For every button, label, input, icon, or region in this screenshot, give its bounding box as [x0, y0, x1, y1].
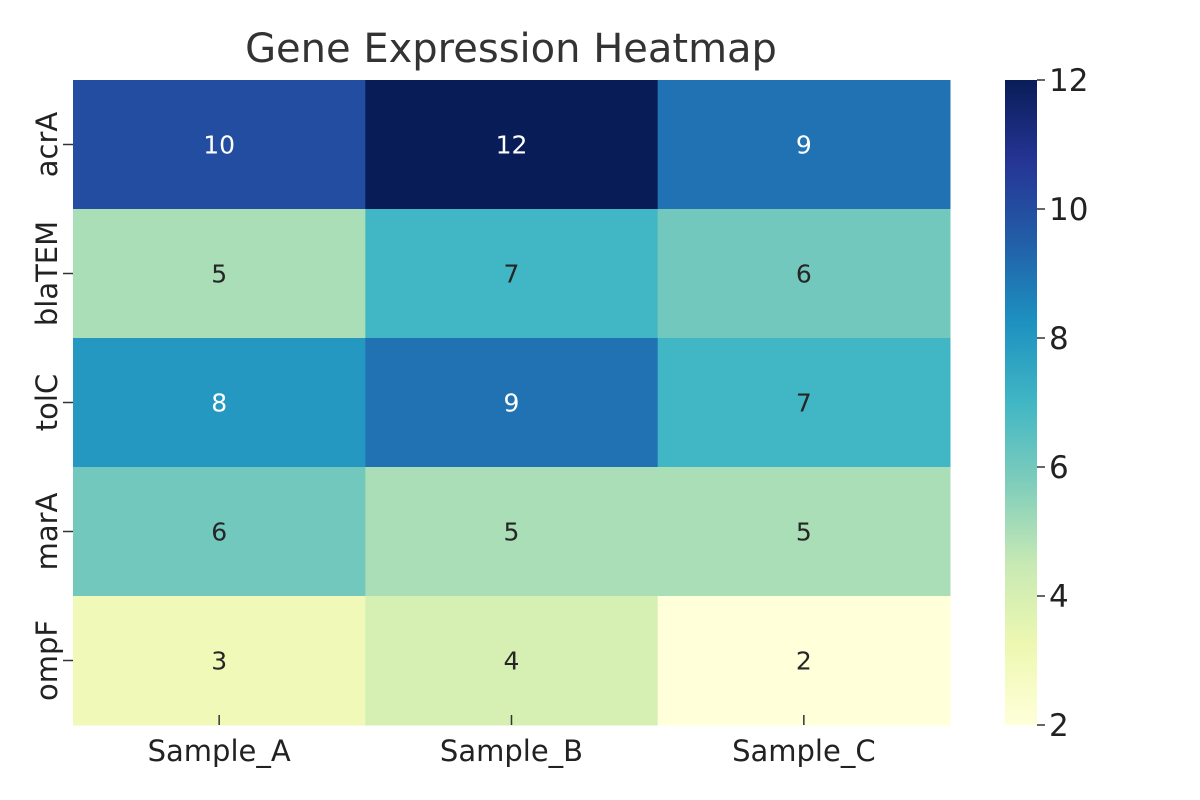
cell-value-label: 4	[504, 647, 520, 676]
heatmap-cells	[73, 80, 951, 726]
cell-value-labels: 10 12 9 5 7 6 8 9 7 6 5 5 3 4 2	[203, 131, 812, 676]
y-tick-label: blaTEM	[30, 221, 64, 326]
cell-value-label: 2	[796, 647, 812, 676]
heatmap-cell-marA-Sample_A	[73, 467, 366, 597]
heatmap-cell-acrA-Sample_A	[73, 80, 366, 210]
cell-value-label: 6	[796, 260, 812, 289]
heatmap-cell-ompF-Sample_C	[657, 596, 951, 726]
heatmap-cell-blaTEM-Sample_B	[365, 209, 659, 339]
colorbar-tick-label: 4	[1049, 579, 1069, 615]
cell-value-label: 12	[496, 131, 528, 160]
cell-value-label: 6	[211, 518, 227, 547]
colorbar-tick-label: 8	[1049, 321, 1069, 357]
cell-value-label: 5	[504, 518, 520, 547]
y-tick-label: acrA	[30, 112, 64, 178]
colorbar-tick-label: 10	[1049, 192, 1088, 228]
colorbar-tick-label: 6	[1049, 450, 1069, 486]
colorbar-tick-label: 2	[1049, 708, 1069, 744]
cell-value-label: 9	[504, 389, 520, 418]
cell-value-label: 8	[211, 389, 227, 418]
cell-value-label: 7	[504, 260, 520, 289]
heatmap-cell-tolC-Sample_A	[73, 338, 366, 468]
cell-value-label: 5	[796, 518, 812, 547]
y-tick-label: tolC	[30, 374, 64, 431]
y-tick-label: marA	[30, 492, 64, 570]
x-tick-label: Sample_A	[148, 734, 291, 768]
cell-value-label: 10	[203, 131, 235, 160]
x-axis: Sample_A Sample_B Sample_C	[148, 715, 876, 768]
heatmap-cell-blaTEM-Sample_A	[73, 209, 366, 339]
colorbar: 2 4 6 8 10 12	[1005, 63, 1088, 744]
cell-value-label: 3	[211, 647, 227, 676]
heatmap-cell-tolC-Sample_C	[657, 338, 951, 468]
heatmap-cell-acrA-Sample_B	[365, 80, 659, 210]
y-axis: acrA blaTEM tolC marA ompF	[30, 112, 73, 701]
chart-title: Gene Expression Heatmap	[245, 26, 777, 72]
x-tick-label: Sample_B	[440, 734, 583, 768]
colorbar-gradient	[1005, 80, 1037, 725]
heatmap-cell-marA-Sample_B	[365, 467, 659, 597]
x-tick-label: Sample_C	[732, 734, 876, 768]
heatmap-cell-blaTEM-Sample_C	[657, 209, 951, 339]
heatmap-cell-acrA-Sample_C	[657, 80, 951, 210]
colorbar-tick-label: 12	[1049, 63, 1088, 99]
heatmap-cell-tolC-Sample_B	[365, 338, 659, 468]
y-tick-label: ompF	[30, 620, 64, 701]
heatmap-cell-ompF-Sample_B	[365, 596, 659, 726]
heatmap-cell-marA-Sample_C	[657, 467, 951, 597]
cell-value-label: 5	[211, 260, 227, 289]
cell-value-label: 9	[796, 131, 812, 160]
cell-value-label: 7	[796, 389, 812, 418]
heatmap-cell-ompF-Sample_A	[73, 596, 366, 726]
